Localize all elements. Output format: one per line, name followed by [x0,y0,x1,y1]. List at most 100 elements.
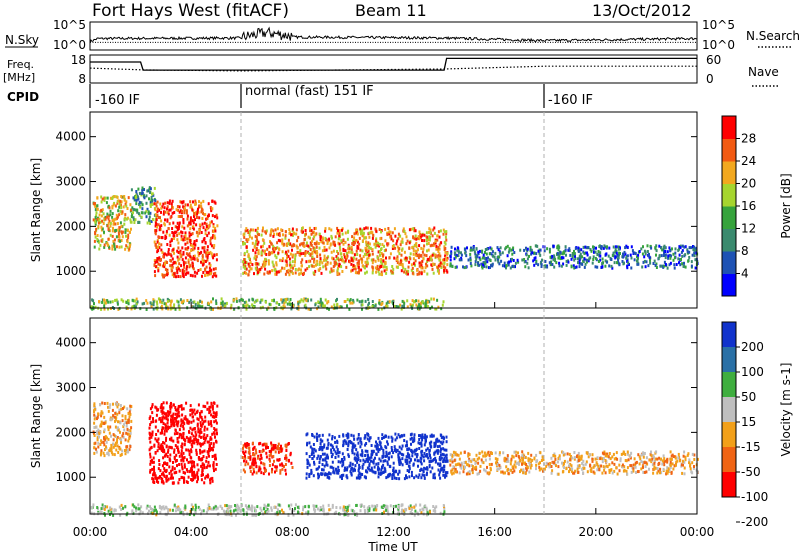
power-echo-cell [341,227,344,231]
velocity-echo-cell [392,470,395,474]
power-echo-cell [318,232,321,236]
velocity-echo-cell [663,463,666,467]
velocity-echo-cell [410,442,412,446]
power-echo-cell [564,248,567,252]
power-echo-cell [393,227,396,231]
velocity-echo-cell [170,405,173,409]
power-echo-cell [103,216,106,220]
velocity-echo-cell [211,405,214,408]
power-echo-cell [326,242,329,245]
velocity-echo-cell [337,465,340,469]
power-echo-cell [96,234,99,237]
power-echo-cell [597,260,600,263]
velocity-echo-cell [100,451,103,455]
velocity-echo-cell [326,455,329,459]
power-echo-cell [163,302,166,306]
power-echo-cell [162,298,165,302]
date-title: 13/Oct/2012 [592,1,692,20]
power-echo-cell [542,245,545,249]
velocity-echo-cell [201,468,204,472]
velocity-echo-cell [277,450,280,454]
power-echo-cell [194,303,197,306]
velocity-echo-cell [361,449,364,453]
power-echo-cell [262,264,265,268]
velocity-echo-cell [445,440,448,444]
power-echo-cell [578,258,581,262]
power-echo-cell [313,235,316,239]
power-echo-cell [154,229,157,233]
power-echo-cell [212,224,215,228]
power-echo-cell [162,252,165,256]
power-echo-cell [582,245,585,249]
velocity-echo-cell [311,433,314,437]
velocity-echo-cell [175,416,178,420]
velocity-echo-cell [390,455,393,459]
power-echo-cell [336,250,339,253]
power-echo-cell [419,305,422,309]
velocity-echo-cell [410,449,413,453]
power-echo-cell [318,260,321,264]
power-echo-cell [182,205,185,209]
power-echo-cell [308,245,311,249]
velocity-echo-cell [441,467,444,471]
velocity-echo-cell [193,441,196,445]
velocity-echo-cell [173,457,176,461]
power-echo-cell [122,299,125,303]
power-echo-cell [162,202,165,206]
velocity-echo-cell [170,469,173,473]
velocity-echo-cell [155,476,158,480]
power-echo-cell [184,231,187,235]
power-echo-cell [116,195,119,199]
velocity-echo-cell [200,435,202,439]
power-echo-cell [645,260,648,264]
power-echo-cell [123,217,126,221]
velocity-echo-cell [175,422,178,426]
power-echo-cell [167,212,170,216]
velocity-echo-cell [124,452,127,456]
power-echo-cell [181,268,184,272]
power-echo-cell [111,300,114,304]
power-echo-cell [178,210,181,214]
power-echo-cell [210,300,213,304]
power-echo-cell [681,262,684,266]
power-echo-cell [130,188,133,192]
power-echo-cell [531,251,534,255]
power-echo-cell [207,270,210,274]
velocity-echo-cell [199,444,202,448]
power-echo-cell [472,248,475,252]
power-echo-cell [264,249,266,253]
velocity-echo-cell [106,401,109,405]
velocity-echo-cell [442,470,445,474]
power-echo-cell [186,237,189,241]
velocity-echo-cell [118,411,121,415]
power-echo-cell [367,256,370,260]
velocity-echo-cell [124,417,127,421]
power-echo-cell [170,254,173,258]
velocity-echo-cell [121,434,124,438]
power-echo-cell [290,302,293,306]
velocity-echo-cell [163,450,166,454]
power-echo-cell [407,269,410,273]
velocity-echo-cell [164,453,167,457]
velocity-echo-cell [308,472,311,476]
power-echo-cell [189,203,192,207]
power-echo-cell [178,262,181,266]
power-echo-cell [185,252,188,256]
power-echo-cell [466,246,468,250]
velocity-echo-cell [420,476,423,480]
power-echo-cell [332,265,335,269]
velocity-echo-cell [155,413,158,417]
velocity-echo-cell [99,443,102,446]
velocity-echo-cell [676,459,679,463]
velocity-echo-cell [199,423,202,427]
velocity-echo-cell [178,454,181,458]
power-echo-cell [356,232,359,236]
power-echo-cell [410,227,413,231]
power-echo-cell [433,253,436,257]
velocity-echo-cell [284,463,287,466]
power-echo-cell [358,270,360,274]
velocity-echo-cell [130,419,133,423]
power-echo-cell [98,247,101,251]
power-echo-cell [297,300,299,304]
power-echo-cell [372,258,375,262]
